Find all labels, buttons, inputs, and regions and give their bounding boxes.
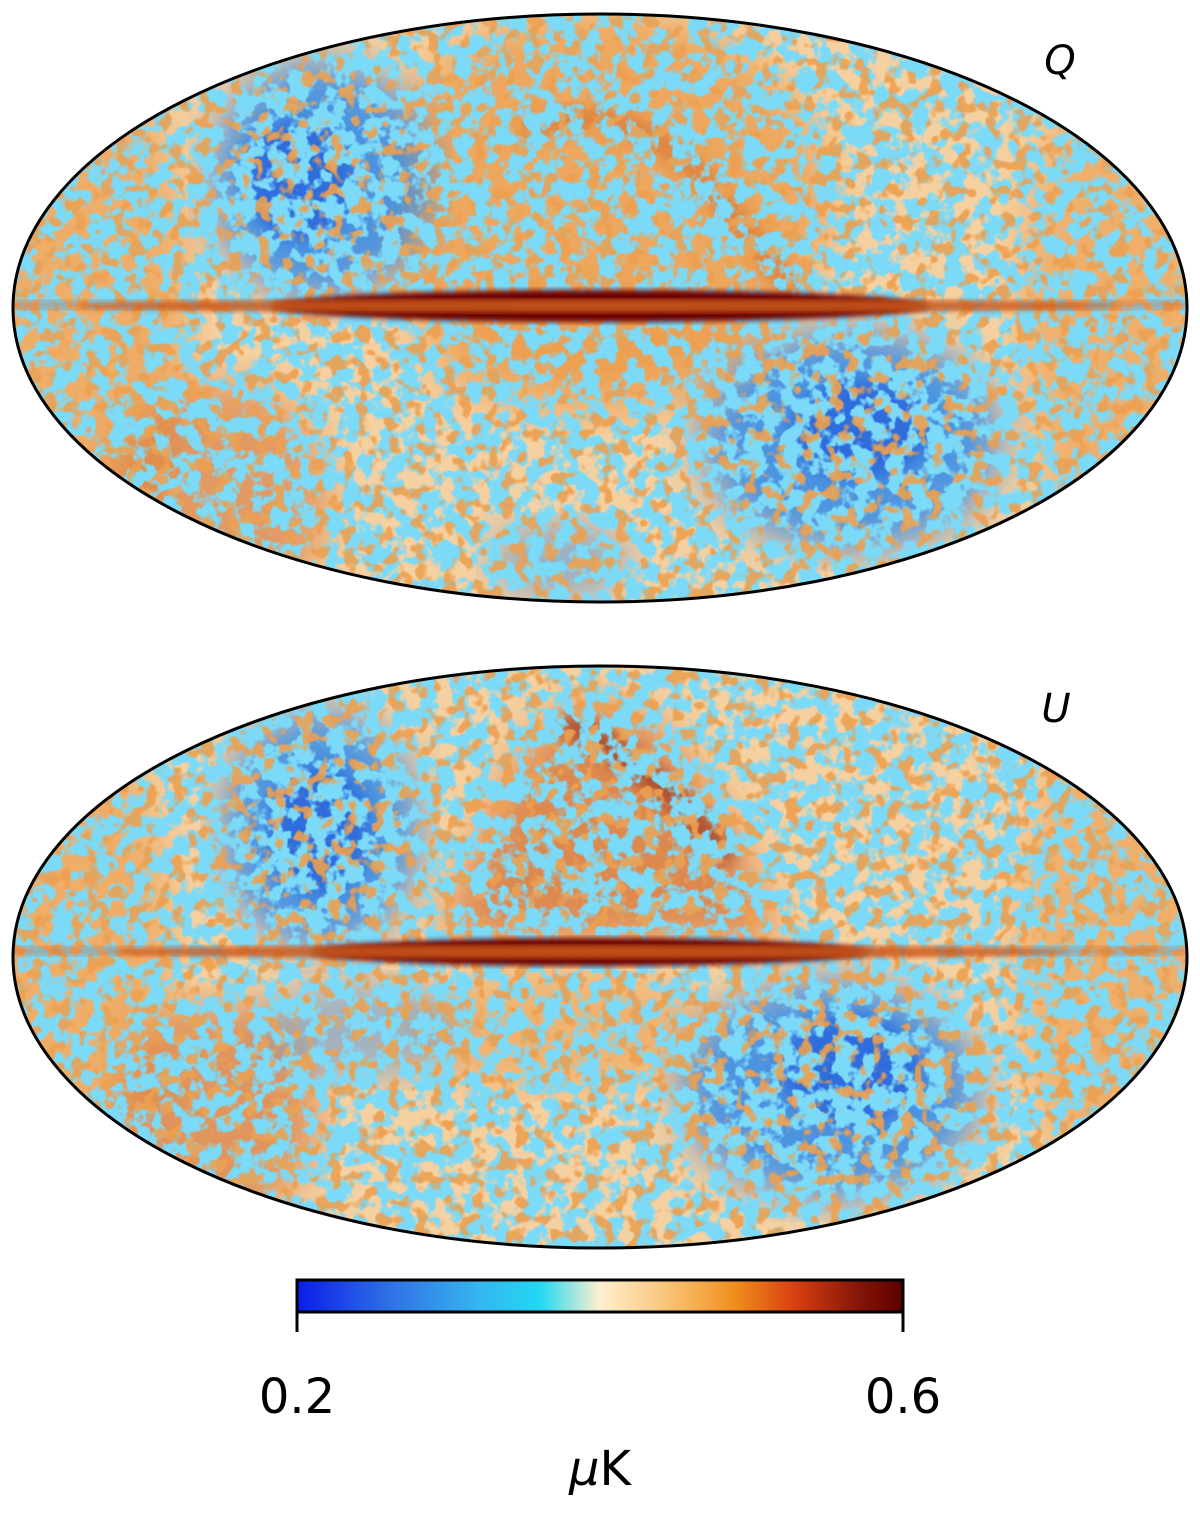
u-map-outline	[11, 664, 1189, 1250]
q-map-label: Q	[1044, 38, 1075, 84]
q-map: Q	[11, 12, 1189, 604]
colorbar-max-label: 0.6	[865, 1369, 941, 1425]
colorbar-min-label: 0.2	[259, 1369, 335, 1425]
colorbar-unit-label: μK	[568, 1441, 633, 1497]
u-map: U	[11, 664, 1189, 1250]
u-map-label: U	[1041, 686, 1070, 732]
q-map-plane-ridge	[13, 300, 1187, 310]
unit-k: K	[600, 1441, 633, 1497]
u-map-plane-ridge	[13, 946, 1187, 956]
colorbar-gradient	[295, 1278, 905, 1314]
unit-mu: μ	[568, 1441, 600, 1497]
colorbar: 0.2 0.6 μK	[259, 1278, 941, 1497]
q-map-outline	[11, 12, 1189, 604]
